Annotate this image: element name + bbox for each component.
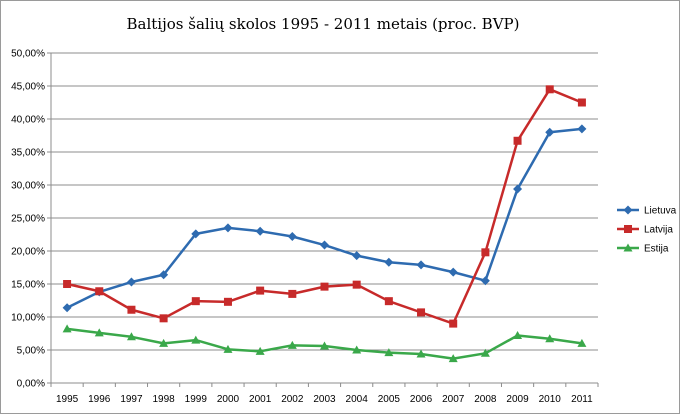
y-tick-label-3: 15,00%: [11, 280, 45, 291]
point-lietuva-1997: [126, 277, 136, 287]
x-tick-label-2006: 2006: [410, 394, 433, 405]
point-latvija-2005: [384, 297, 393, 306]
point-estija-2002: [287, 340, 297, 349]
y-tick-label-8: 40,00%: [11, 115, 45, 126]
point-latvija-2007: [449, 319, 458, 328]
point-latvija-2008: [481, 248, 490, 257]
point-lietuva-2000: [223, 223, 233, 233]
x-tick-label-2011: 2011: [571, 394, 593, 405]
x-tick-label-1998: 1998: [152, 394, 175, 405]
x-tick-label-2005: 2005: [378, 394, 401, 405]
y-tick-label-0: 0,00%: [17, 379, 45, 390]
point-estija-1995: [62, 324, 72, 333]
legend-label-lietuva: Lietuva: [644, 206, 677, 217]
point-lietuva-1995: [62, 303, 72, 313]
point-latvija-2010: [545, 85, 554, 94]
point-latvija-2001: [256, 286, 265, 295]
legend-marker-latvija: [624, 225, 632, 233]
point-estija-2001: [255, 346, 265, 355]
point-lietuva-2001: [255, 226, 265, 236]
point-lietuva-2002: [287, 231, 297, 241]
point-latvija-2003: [320, 282, 329, 291]
point-estija-2011: [577, 338, 587, 347]
point-latvija-2004: [352, 280, 361, 289]
legend-item-estija: Estija: [617, 243, 669, 255]
point-lietuva-2005: [384, 257, 394, 267]
x-tick-label-2003: 2003: [313, 394, 336, 405]
point-estija-2000: [223, 344, 233, 353]
legend-label-latvija: Latvija: [644, 225, 673, 236]
legend-item-lietuva: Lietuva: [617, 205, 677, 217]
point-latvija-1997: [127, 305, 136, 314]
axes: [50, 53, 598, 384]
y-tick-label-6: 30,00%: [11, 181, 45, 192]
point-lietuva-2006: [416, 260, 426, 270]
point-lietuva-1998: [159, 270, 169, 280]
point-estija-2006: [416, 349, 426, 358]
x-tick-label-2000: 2000: [217, 394, 240, 405]
x-tick-label-1999: 1999: [185, 394, 208, 405]
gridlines: [51, 52, 598, 351]
point-lietuva-2008: [480, 276, 490, 286]
x-tick-label-2007: 2007: [442, 394, 465, 405]
point-estija-1997: [126, 332, 136, 341]
point-estija-1999: [191, 335, 201, 344]
y-tick-label-4: 20,00%: [11, 247, 45, 258]
legend-label-estija: Estija: [644, 244, 669, 255]
point-estija-2008: [480, 348, 490, 357]
point-estija-1998: [159, 338, 169, 347]
point-lietuva-2003: [320, 240, 329, 250]
legend-item-latvija: Latvija: [617, 225, 673, 236]
point-estija-1996: [94, 328, 104, 337]
point-latvija-2002: [288, 289, 297, 298]
x-tick-label-2009: 2009: [506, 394, 529, 405]
y-tick-label-9: 45,00%: [11, 82, 45, 93]
point-latvija-1995: [63, 280, 72, 288]
point-latvija-2011: [577, 98, 586, 107]
series-latvija: [63, 85, 586, 328]
series-group: [62, 85, 587, 363]
point-latvija-2009: [513, 136, 522, 145]
legend-marker-lietuva: [623, 205, 633, 215]
point-estija-2004: [352, 345, 362, 354]
point-latvija-1999: [191, 297, 200, 306]
point-lietuva-2009: [513, 184, 523, 194]
x-tick-label-2008: 2008: [474, 394, 497, 405]
point-estija-2010: [545, 334, 555, 343]
x-tick-label-2010: 2010: [539, 394, 562, 405]
point-lietuva-2004: [352, 251, 362, 261]
y-tick-label-2: 10,00%: [11, 313, 45, 324]
x-tick-label-2002: 2002: [281, 394, 304, 405]
x-tick-label-1997: 1997: [120, 394, 143, 405]
x-tick-label-2001: 2001: [249, 394, 272, 405]
chart-title: Baltijos šalių skolos 1995 - 2011 metais…: [127, 15, 520, 33]
x-axis-ticks: 1995 1996 1997 1998 1999 2000 2001 2002 2003 2004…: [50, 383, 599, 405]
point-latvija-2000: [223, 297, 232, 306]
legend-marker-estija: [623, 243, 633, 252]
point-lietuva-2011: [577, 124, 587, 134]
x-tick-label-2004: 2004: [346, 394, 369, 405]
point-latvija-2006: [417, 308, 426, 317]
y-axis-ticks: 0,00% 5,00% 10,00% 15,00% 20,00% 25,00% 30,00%…: [11, 49, 51, 390]
point-estija-2005: [384, 348, 394, 357]
point-estija-2009: [513, 330, 523, 339]
point-lietuva-2010: [545, 127, 555, 137]
point-estija-2003: [320, 341, 329, 350]
x-tick-label-1995: 1995: [56, 394, 79, 405]
point-estija-2007: [448, 354, 458, 363]
point-latvija-1996: [95, 287, 104, 296]
series-estija: [62, 324, 587, 363]
point-latvija-1998: [159, 314, 168, 323]
point-lietuva-2007: [448, 267, 458, 277]
y-tick-label-10: 50,00%: [11, 49, 45, 60]
point-lietuva-1999: [191, 229, 201, 239]
y-tick-label-7: 35,00%: [11, 148, 45, 159]
y-tick-label-5: 25,00%: [11, 214, 45, 225]
y-tick-label-1: 5,00%: [17, 346, 45, 357]
legend: Lietuva Latvija Estija: [617, 205, 677, 255]
x-tick-label-1996: 1996: [88, 394, 111, 405]
